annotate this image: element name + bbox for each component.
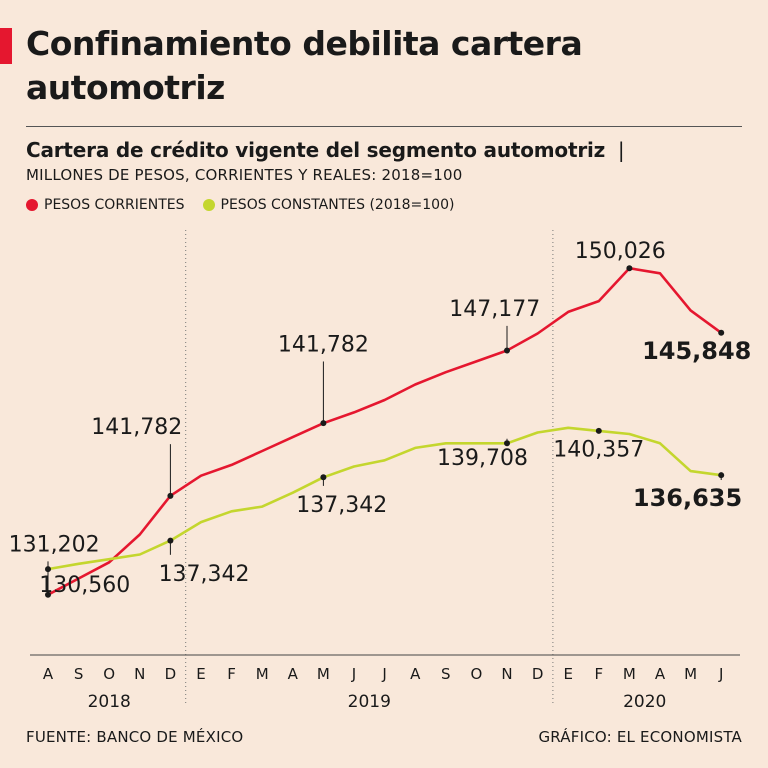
annotation-label: 136,635 [633, 484, 742, 512]
annotation-label: 130,560 [39, 573, 130, 598]
annotation-label: 141,782 [278, 332, 369, 357]
month-tick-label: D [532, 665, 544, 683]
legend-item-corrientes: PESOS CORRIENTES [26, 197, 185, 213]
annotation-point [504, 347, 510, 354]
chart-units: MILLONES DE PESOS, CORRIENTES Y REALES: … [26, 166, 463, 184]
month-tick-label: M [623, 665, 636, 683]
month-tick-label: E [196, 665, 205, 683]
month-tick-label: A [410, 665, 421, 683]
month-tick-label: J [381, 665, 386, 683]
legend-dot-corrientes [26, 199, 38, 211]
month-tick-label: O [470, 665, 482, 683]
annotation-label: 147,177 [449, 297, 540, 322]
legend-label-constantes: PESOS CONSTANTES (2018=100) [220, 197, 455, 213]
legend-label-corrientes: PESOS CORRIENTES [44, 197, 185, 213]
annotation-point [718, 329, 725, 336]
headline-accent-bar [0, 28, 12, 64]
annotation-point [45, 566, 51, 573]
annotation-point [595, 427, 602, 434]
month-tick-label: M [684, 665, 697, 683]
annotation-point [718, 472, 725, 479]
month-tick-label: N [134, 665, 145, 683]
annotation-point [320, 420, 327, 427]
series-line-1 [46, 426, 723, 571]
legend: PESOS CORRIENTES PESOS CONSTANTES (2018=… [26, 197, 472, 213]
annotation-point [167, 537, 174, 544]
annotation-point [626, 265, 633, 272]
month-tick-label: D [165, 665, 177, 683]
year-label-2018: 2018 [88, 692, 131, 712]
month-tick-label: A [655, 665, 666, 683]
month-tick-label: M [317, 665, 330, 683]
headline-rule [26, 126, 742, 127]
annotation-label: 141,782 [91, 415, 182, 440]
annotation-label: 137,342 [296, 493, 387, 518]
annotation-point [167, 492, 174, 499]
month-tick-label: F [594, 665, 603, 683]
month-tick-label: N [501, 665, 512, 683]
annotation-label: 137,342 [159, 562, 250, 587]
source-note: FUENTE: BANCO DE MÉXICO [26, 728, 244, 746]
year-label-2019: 2019 [348, 692, 391, 712]
month-tick-label: S [441, 665, 451, 683]
annotation-label: 131,202 [9, 532, 100, 557]
credit-note: GRÁFICO: EL ECONOMISTA [538, 728, 742, 746]
month-tick-label: O [103, 665, 115, 683]
subtitle-separator: | [617, 138, 625, 162]
year-label-2020: 2020 [623, 692, 666, 712]
chart-subtitle-text: Cartera de crédito vigente del segmento … [26, 138, 606, 162]
chart-subtitle: Cartera de crédito vigente del segmento … [26, 138, 625, 162]
annotation-point [45, 591, 51, 598]
legend-item-constantes: PESOS CONSTANTES (2018=100) [202, 197, 455, 213]
month-tick-label: M [256, 665, 269, 683]
month-tick-label: F [227, 665, 236, 683]
month-tick-label: J [718, 665, 723, 683]
month-tick-label: J [351, 665, 356, 683]
annotation-point [504, 440, 510, 447]
annotation-label: 150,026 [575, 239, 666, 264]
annotation-label: 145,848 [642, 337, 751, 365]
annotation-label: 139,708 [437, 446, 528, 471]
month-tick-label: E [563, 665, 572, 683]
annotation-label: 140,357 [553, 437, 644, 462]
month-tick-label: A [43, 665, 54, 683]
month-tick-label: S [74, 665, 84, 683]
headline: Confinamiento debilita cartera automotri… [26, 24, 583, 107]
legend-dot-constantes [202, 199, 215, 211]
series-line-0 [46, 266, 723, 597]
annotation-point [320, 474, 327, 481]
month-tick-label: A [288, 665, 299, 683]
